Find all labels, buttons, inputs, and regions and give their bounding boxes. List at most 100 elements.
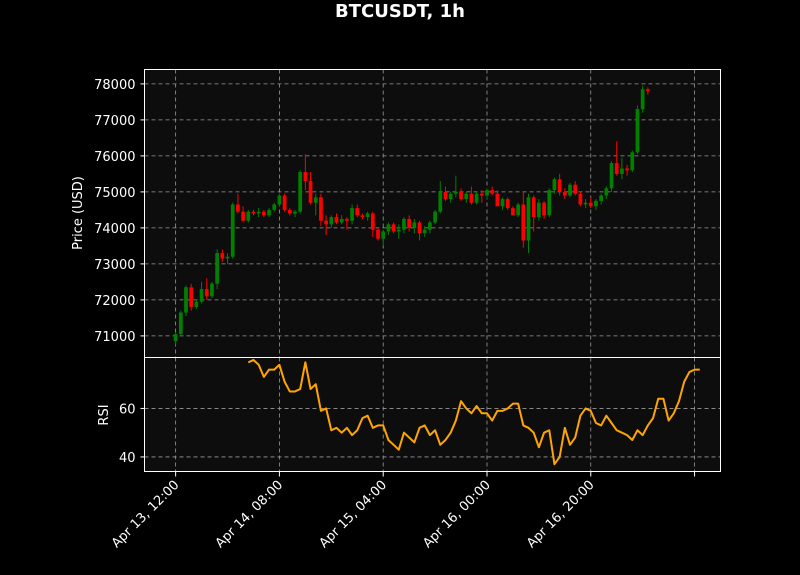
candle-body — [241, 211, 245, 221]
candle-body — [194, 301, 199, 308]
candle-body — [428, 222, 432, 230]
candle-body — [438, 191, 443, 212]
price-y-tick-label: 78000 — [94, 78, 135, 93]
candle-body — [272, 204, 277, 210]
candle-body — [376, 229, 380, 239]
price-y-tick-label: 71000 — [94, 330, 135, 345]
candle-body — [199, 289, 204, 302]
x-tick-label: Apr 15, 04:00 — [317, 478, 390, 551]
candle-body — [562, 191, 567, 196]
candle-body — [469, 193, 474, 203]
candle-body — [516, 204, 520, 216]
candle-body — [464, 193, 469, 200]
candle-body — [453, 191, 458, 194]
candle-body — [490, 190, 495, 194]
candle-body — [578, 193, 583, 205]
candle-body — [251, 211, 256, 214]
x-tick-label: Apr 16, 00:00 — [420, 478, 493, 551]
candle-body — [531, 197, 536, 218]
candle-body — [479, 193, 484, 196]
candle-body — [583, 202, 588, 205]
price-y-tick-label: 76000 — [94, 150, 135, 165]
candle-body — [485, 190, 489, 196]
candle-body — [287, 209, 292, 214]
candle-body — [293, 211, 297, 214]
price-grid — [144, 69, 721, 358]
candle-body — [308, 181, 313, 203]
candle-body — [204, 289, 209, 297]
candle-body — [443, 191, 448, 200]
candle-body — [474, 193, 479, 203]
candle-body — [614, 163, 619, 174]
candle-body — [350, 208, 354, 221]
candle-body — [220, 253, 225, 259]
candle-body — [298, 172, 303, 212]
candle-body — [334, 217, 339, 223]
price-y-tick-label: 72000 — [94, 294, 135, 309]
candle-body — [505, 199, 510, 209]
rsi-panel-background — [144, 357, 721, 472]
candle-body — [261, 211, 266, 216]
candle-body — [215, 253, 220, 284]
candle-body — [313, 197, 318, 203]
candle-body — [391, 224, 396, 232]
price-candles — [173, 85, 650, 345]
candle-body — [594, 200, 598, 207]
rsi-panel-frame — [144, 357, 721, 472]
x-axis: Apr 13, 12:00 Apr 14, 08:00 Apr 15, 04:00 A… — [109, 471, 696, 551]
candle-body — [511, 208, 515, 216]
candle-body — [365, 213, 370, 218]
candle-body — [173, 334, 178, 342]
candle-body — [547, 190, 552, 216]
candle-body — [355, 208, 360, 216]
candle-body — [225, 256, 230, 259]
x-tick-label: Apr 16, 20:00 — [524, 478, 597, 551]
rsi-y-tick-label: 60 — [119, 402, 136, 417]
candle-body — [599, 195, 604, 201]
candle-body — [448, 193, 453, 200]
candle-body — [386, 224, 391, 232]
candle-body — [246, 211, 251, 221]
candle-body — [360, 215, 365, 218]
candle-body — [645, 89, 650, 92]
x-tick-label: Apr 13, 12:00 — [109, 478, 182, 551]
candle-body — [640, 89, 645, 110]
candle-body — [620, 168, 624, 174]
candle-body — [236, 204, 240, 212]
candle-body — [568, 184, 572, 196]
candle-body — [573, 184, 578, 194]
price-y-axis-label: Price (USD) — [71, 176, 86, 250]
candle-body — [324, 220, 328, 225]
chart-title: BTCUSDT, 1h — [335, 1, 465, 22]
candle-body — [557, 179, 562, 192]
candle-body — [604, 188, 609, 196]
candle-body — [396, 229, 401, 232]
candle-body — [267, 209, 271, 216]
candle-body — [339, 218, 344, 223]
candle-body — [630, 152, 635, 171]
candle-body — [542, 202, 546, 216]
candle-body — [495, 193, 500, 207]
candle-body — [422, 229, 427, 234]
rsi-y-axis-label: RSI — [97, 404, 112, 425]
candle-body — [500, 199, 505, 207]
candle-body — [230, 204, 235, 257]
candle-body — [417, 222, 422, 234]
candle-body — [303, 172, 308, 182]
x-tick-label: Apr 14, 08:00 — [213, 478, 286, 551]
candle-body — [345, 218, 349, 221]
candle-body — [609, 163, 614, 189]
candle-body — [407, 218, 412, 228]
price-y-tick-label: 73000 — [94, 258, 135, 273]
candle-body — [178, 312, 183, 335]
rsi-line — [247, 358, 700, 466]
price-y-tick-label: 75000 — [94, 186, 135, 201]
candle-body — [282, 195, 287, 210]
candle-body — [635, 109, 640, 153]
candle-body — [210, 283, 214, 297]
candle-body — [256, 211, 261, 214]
candle-body — [433, 211, 437, 223]
candle-body — [552, 179, 557, 191]
candle-body — [521, 204, 526, 241]
price-panel-background — [144, 69, 721, 358]
